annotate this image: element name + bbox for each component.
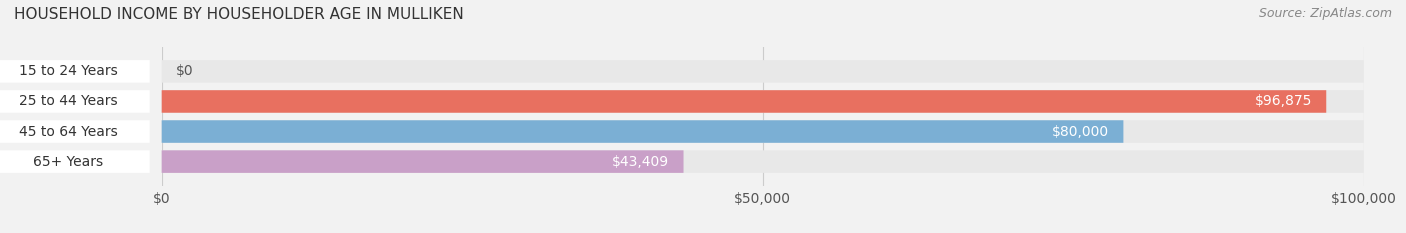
FancyBboxPatch shape bbox=[0, 150, 149, 173]
FancyBboxPatch shape bbox=[162, 150, 683, 173]
FancyBboxPatch shape bbox=[0, 90, 149, 113]
Text: 65+ Years: 65+ Years bbox=[34, 155, 104, 169]
FancyBboxPatch shape bbox=[0, 120, 149, 143]
Text: $96,875: $96,875 bbox=[1254, 94, 1312, 109]
FancyBboxPatch shape bbox=[162, 90, 1364, 113]
FancyBboxPatch shape bbox=[0, 60, 149, 83]
Text: Source: ZipAtlas.com: Source: ZipAtlas.com bbox=[1258, 7, 1392, 20]
Text: $0: $0 bbox=[176, 64, 194, 78]
FancyBboxPatch shape bbox=[162, 90, 1326, 113]
Text: 15 to 24 Years: 15 to 24 Years bbox=[20, 64, 118, 78]
FancyBboxPatch shape bbox=[162, 120, 1364, 143]
Text: 25 to 44 Years: 25 to 44 Years bbox=[20, 94, 118, 109]
Text: HOUSEHOLD INCOME BY HOUSEHOLDER AGE IN MULLIKEN: HOUSEHOLD INCOME BY HOUSEHOLDER AGE IN M… bbox=[14, 7, 464, 22]
FancyBboxPatch shape bbox=[162, 120, 1123, 143]
Text: $80,000: $80,000 bbox=[1052, 124, 1109, 139]
Text: 45 to 64 Years: 45 to 64 Years bbox=[20, 124, 118, 139]
FancyBboxPatch shape bbox=[162, 150, 1364, 173]
FancyBboxPatch shape bbox=[162, 60, 1364, 83]
Text: $43,409: $43,409 bbox=[612, 155, 669, 169]
